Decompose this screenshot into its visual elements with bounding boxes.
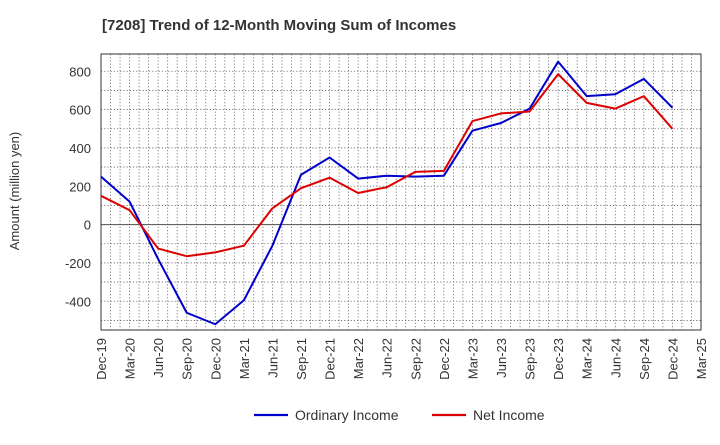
series-line-ordinary-income (100, 60, 674, 326)
x-tick-label: Dec-22 (437, 338, 452, 380)
x-tick-label: Dec-21 (323, 338, 338, 380)
x-tick-label: Sep-23 (523, 338, 538, 380)
x-tick-label: Sep-21 (294, 338, 309, 380)
chart-title: [7208] Trend of 12-Month Moving Sum of I… (102, 17, 456, 34)
x-tick-label: Sep-24 (637, 338, 652, 380)
x-tick-label: Mar-25 (694, 338, 709, 379)
x-tick-label: Jun-23 (494, 338, 509, 378)
x-tick-label: Sep-22 (408, 338, 423, 380)
x-tick-label: Dec-20 (208, 338, 223, 380)
x-tick-label: Mar-20 (123, 338, 138, 379)
y-tick-label: 0 (84, 218, 91, 233)
x-tick-label: Dec-23 (551, 338, 566, 380)
series-line-net-income (100, 73, 674, 258)
grid-layer (100, 54, 702, 330)
x-tick-label: Jun-21 (265, 338, 280, 378)
plot-frame (100, 53, 702, 331)
legend-label-ordinary-income: Ordinary Income (295, 407, 399, 423)
x-tick-label: Mar-22 (351, 338, 366, 379)
x-tick-label: Dec-19 (94, 338, 109, 380)
x-tick-label: Sep-20 (180, 338, 195, 380)
x-tick-label: Jun-20 (151, 338, 166, 378)
y-tick-label: 600 (69, 103, 91, 118)
y-axis-label: Amount (million yen) (7, 132, 22, 251)
axis-layer: -400 -200 0 200 400 600 800 Dec-19 Mar-20 Jun-20 S… (65, 53, 709, 380)
x-tick-label: Dec-24 (665, 338, 680, 380)
y-tick-label: -200 (65, 256, 91, 271)
x-tick-label: Mar-21 (237, 338, 252, 379)
series-layer (100, 60, 674, 326)
x-tick-label: Mar-24 (580, 338, 595, 379)
legend-label-net-income: Net Income (473, 407, 545, 423)
x-tick-label: Mar-23 (465, 338, 480, 379)
y-tick-label: 800 (69, 64, 91, 79)
y-tick-label: 400 (69, 141, 91, 156)
y-tick-label: -400 (65, 294, 91, 309)
x-tick-label: Jun-22 (380, 338, 395, 378)
legend: Ordinary Income Net Income (254, 407, 545, 423)
y-tick-label: 200 (69, 179, 91, 194)
x-tick-label: Jun-24 (608, 338, 623, 378)
